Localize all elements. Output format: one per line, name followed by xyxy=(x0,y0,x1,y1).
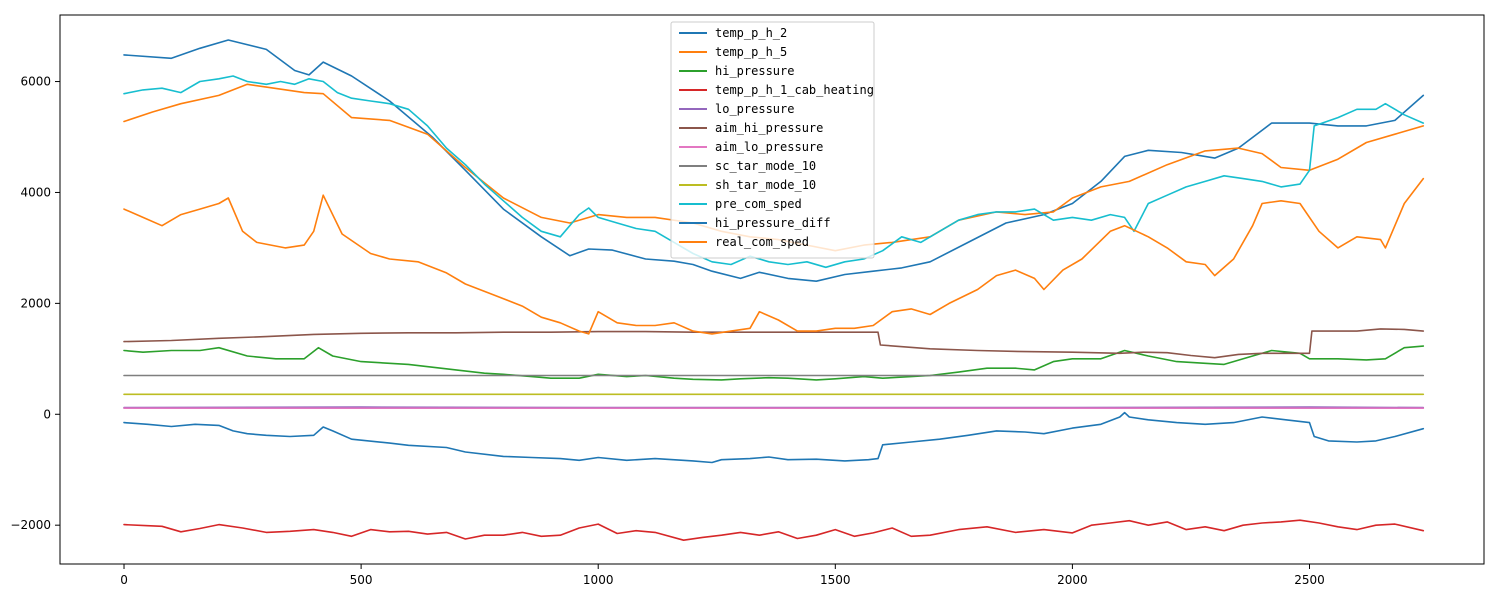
legend-label: pre_com_sped xyxy=(715,197,802,211)
x-tick-label: 2000 xyxy=(1057,573,1088,587)
y-tick-label: −2000 xyxy=(10,518,51,532)
plot-area-frame xyxy=(59,14,1485,565)
legend: temp_p_h_2 temp_p_h_5 hi_pressure temp_p_h_… xyxy=(670,21,875,259)
legend-label: hi_pressure_diff xyxy=(715,216,831,230)
series-line-hi-pressure-diff xyxy=(123,411,1425,464)
legend-label: aim_lo_pressure xyxy=(715,140,823,154)
legend-label: sc_tar_mode_10 xyxy=(715,159,816,173)
series-line-temp-p-h-1-cab-heating xyxy=(123,519,1425,542)
series-line-real-com-sped xyxy=(123,177,1425,335)
legend-label: temp_p_h_5 xyxy=(715,45,787,59)
axis-ticks: 0 500 1000 1500 2000 2500 −2000 0 2000 4000 6000 xyxy=(10,75,1324,587)
legend-label: hi_pressure xyxy=(715,64,794,78)
x-tick-label: 0 xyxy=(120,573,128,587)
x-tick-label: 1500 xyxy=(820,573,851,587)
legend-label: real_com_sped xyxy=(715,235,809,249)
x-tick-label: 500 xyxy=(350,573,373,587)
y-tick-label: 6000 xyxy=(20,75,51,89)
y-tick-label: 0 xyxy=(43,407,51,421)
y-tick-label: 4000 xyxy=(20,185,51,199)
legend-label: sh_tar_mode_10 xyxy=(715,178,816,192)
series-line-temp-p-h-2 xyxy=(123,39,1425,283)
series-line-aim-hi-pressure xyxy=(123,328,1425,359)
legend-label: aim_hi_pressure xyxy=(715,121,823,135)
series-line-hi-pressure xyxy=(123,345,1425,381)
x-tick-label: 2500 xyxy=(1294,573,1325,587)
legend-label: temp_p_h_1_cab_heating xyxy=(715,83,874,97)
x-tick-label: 1000 xyxy=(583,573,614,587)
legend-box xyxy=(670,21,875,259)
legend-label: temp_p_h_2 xyxy=(715,26,787,40)
y-tick-label: 2000 xyxy=(20,296,51,310)
series-line-pre-com-sped xyxy=(123,75,1425,269)
legend-label: lo_pressure xyxy=(715,102,794,116)
